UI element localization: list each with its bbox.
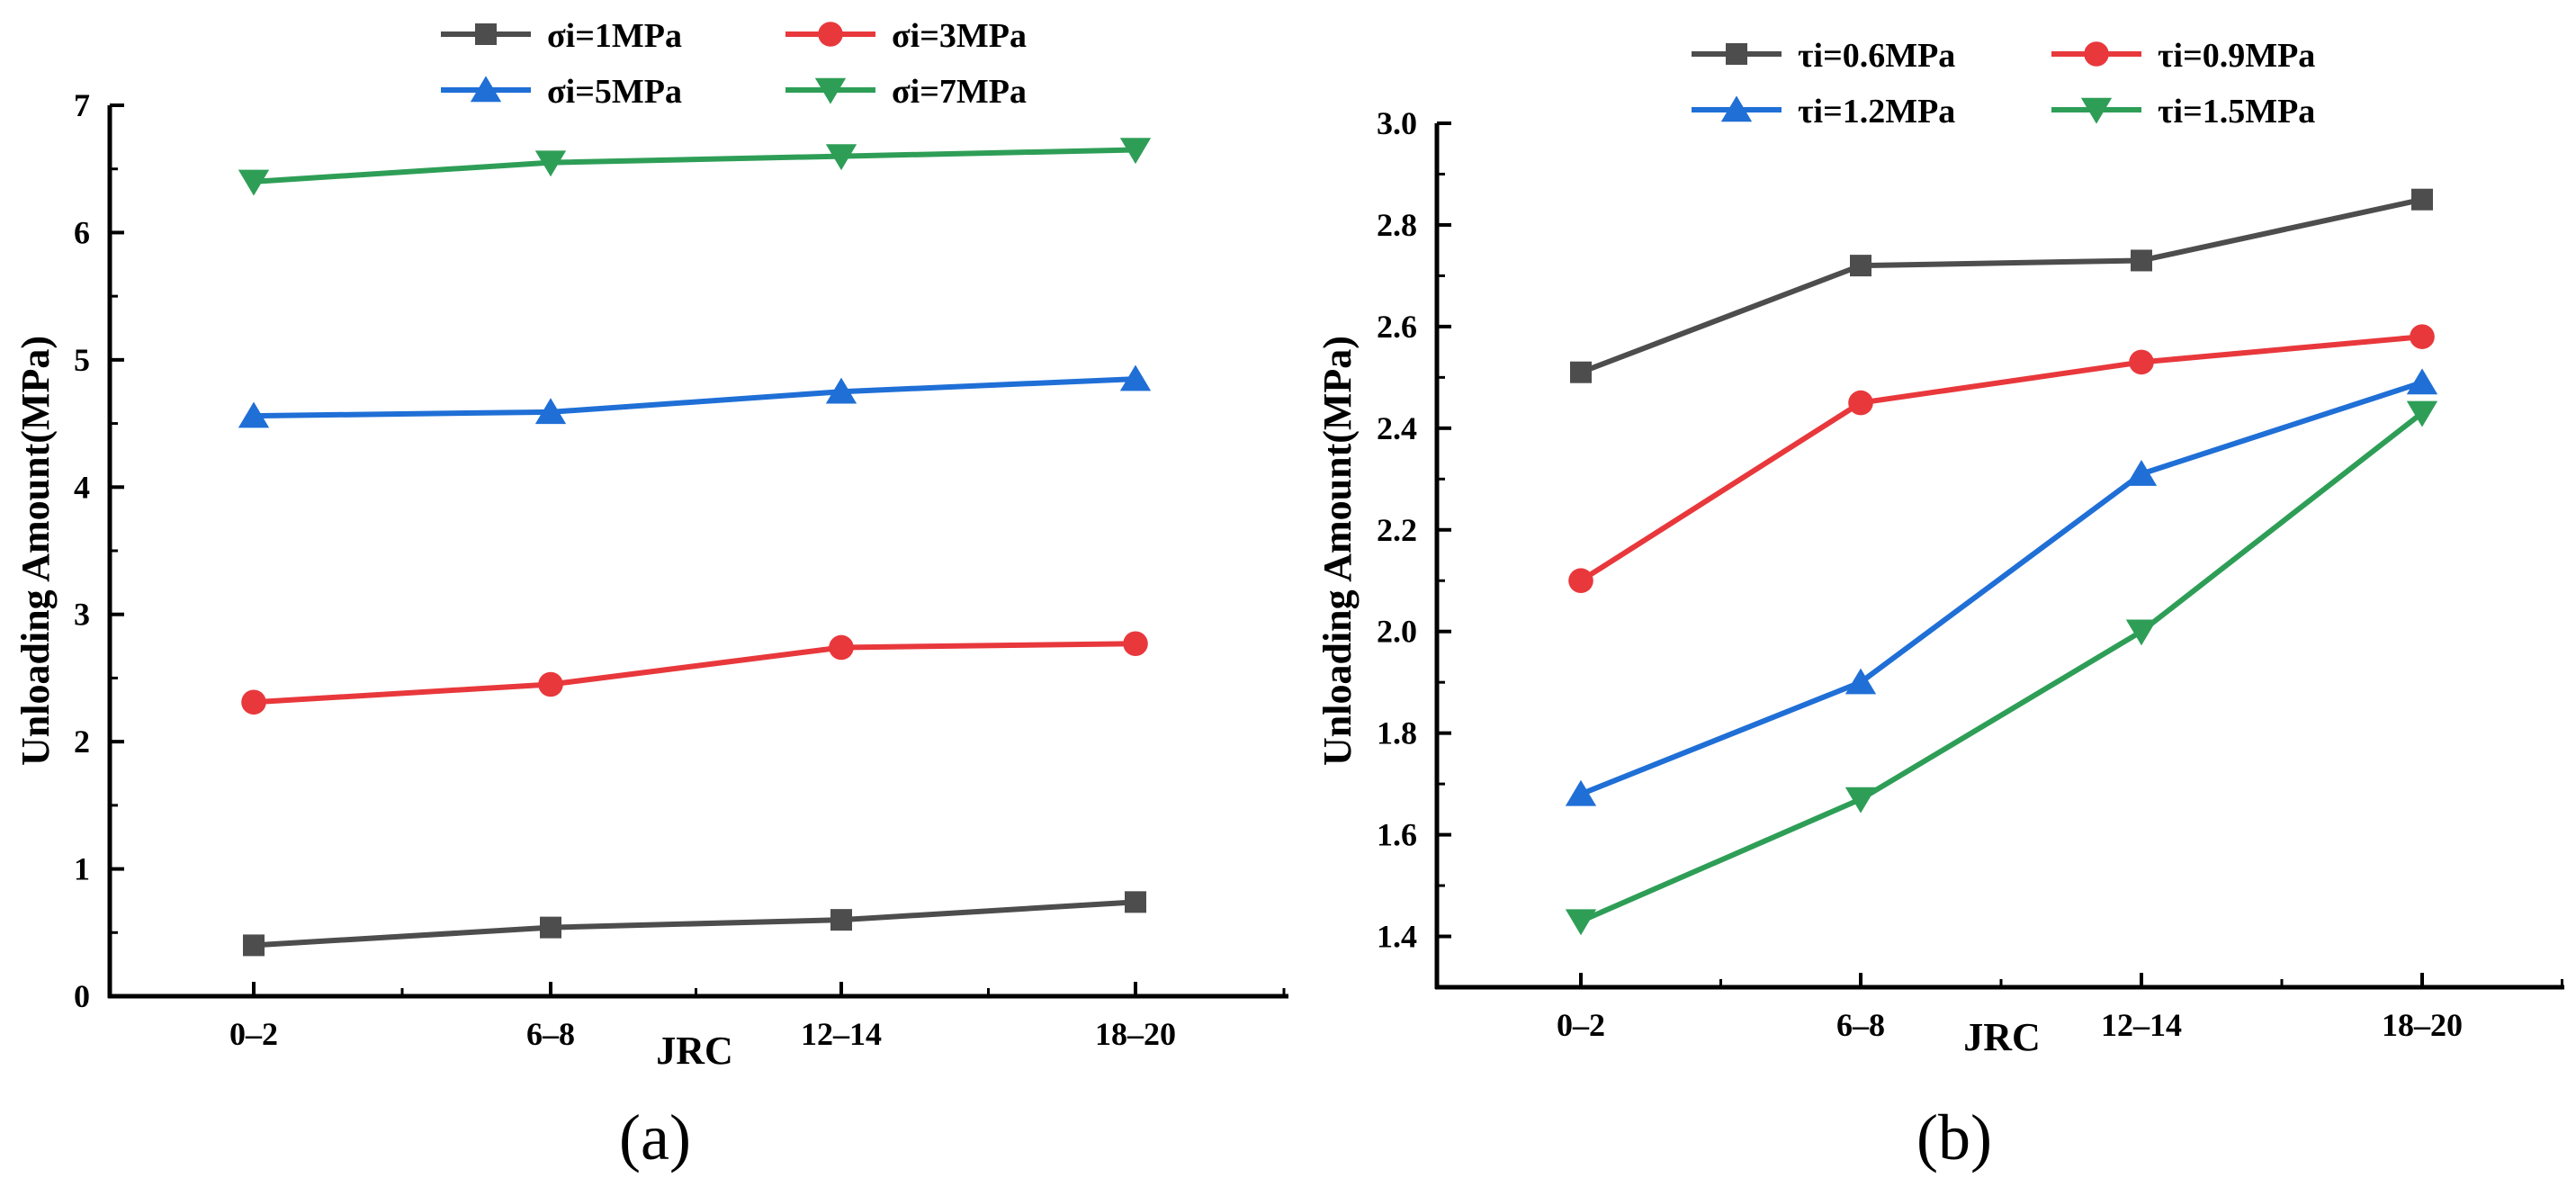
y-tick-label: 4 — [74, 469, 90, 505]
data-point — [540, 916, 561, 939]
legend-entry: τi=0.9MPa — [2158, 37, 2315, 75]
data-point — [534, 150, 567, 177]
legend-entry: σi=7MPa — [892, 73, 1027, 111]
legend-marker — [818, 22, 843, 47]
data-point — [829, 634, 854, 661]
y-tick-label: 6 — [74, 214, 90, 250]
y-tick-label: 2 — [74, 724, 90, 760]
data-point — [1570, 361, 1592, 383]
data-point — [2125, 619, 2158, 646]
legend-marker — [2080, 97, 2113, 124]
legend-entry: τi=1.5MPa — [2158, 93, 2315, 130]
y-tick-label: 5 — [74, 342, 90, 378]
data-point — [1119, 138, 1152, 165]
legend-entry: τi=1.2MPa — [1798, 93, 1955, 130]
series-line — [253, 376, 1136, 419]
y-tick-label: 2.6 — [1377, 309, 1417, 345]
series-line — [1579, 380, 2423, 797]
y-tick-label: 7 — [74, 87, 90, 123]
x-tick-label: 12–14 — [2101, 1007, 2182, 1043]
series-line — [253, 641, 1136, 706]
data-point — [830, 909, 852, 931]
series-line — [1579, 410, 2424, 924]
chart-panel-b: 1.4 1.6 1.8 2.0 2.2 2.4 2.6 2.8 3.0 0–2 6–8 12–14 18… — [1315, 37, 2564, 1174]
panel-label: (b) — [1916, 1102, 1992, 1174]
data-point — [238, 169, 270, 196]
data-point — [825, 144, 857, 171]
data-point — [2406, 368, 2438, 395]
data-point — [1123, 631, 1148, 657]
legend-entry: σi=1MPa — [547, 17, 682, 55]
data-point — [1565, 909, 1597, 936]
legend-marker — [1726, 43, 1747, 65]
series-line — [1579, 196, 2423, 375]
data-point — [1844, 787, 1877, 814]
data-point — [2406, 400, 2438, 427]
data-point — [1850, 255, 1871, 277]
data-point — [2131, 249, 2152, 272]
data-point — [1119, 364, 1152, 391]
y-axis-title: Unloading Amount(MPa) — [13, 336, 58, 766]
series-line — [253, 899, 1136, 949]
y-tick-label: 1 — [74, 851, 90, 887]
data-point — [534, 398, 567, 425]
data-point — [2129, 349, 2154, 375]
data-point — [2125, 460, 2158, 486]
legend-entry: τi=0.6MPa — [1798, 37, 1955, 75]
legend-entry: σi=3MPa — [892, 17, 1027, 55]
data-point — [1568, 568, 1593, 594]
data-point — [241, 689, 266, 715]
series-line — [253, 147, 1136, 184]
y-tick-label: 2.0 — [1377, 614, 1417, 650]
y-tick-label: 1.4 — [1377, 919, 1417, 955]
chart-panel-a: 0 1 2 3 4 5 6 7 0–2 6–8 12–14 18–20 JRC Unloading Amo… — [13, 17, 1288, 1174]
x-tick-label: 18–20 — [2382, 1007, 2463, 1043]
data-point — [825, 377, 857, 404]
y-axis-title: Unloading Amount(MPa) — [1315, 336, 1360, 766]
series-line — [1579, 334, 2423, 583]
data-point — [2411, 188, 2433, 211]
legend-marker — [1720, 95, 1753, 122]
legend-marker — [470, 76, 502, 103]
x-tick-label: 0–2 — [1557, 1007, 1605, 1043]
legend-marker — [475, 23, 497, 45]
data-point — [238, 401, 270, 428]
x-tick-label: 6–8 — [1836, 1007, 1885, 1043]
y-tick-label: 1.6 — [1377, 817, 1417, 853]
y-tick-label: 0 — [74, 978, 90, 1014]
x-tick-label: 18–20 — [1095, 1016, 1176, 1052]
data-point — [1844, 668, 1877, 695]
data-point — [1565, 779, 1597, 806]
y-tick-label: 3 — [74, 597, 90, 633]
x-axis-title: JRC — [656, 1029, 733, 1073]
legend-entry: σi=5MPa — [547, 73, 682, 111]
y-tick-label: 3.0 — [1377, 105, 1417, 141]
x-tick-label: 0–2 — [229, 1016, 278, 1052]
y-tick-label: 1.8 — [1377, 715, 1417, 751]
data-point — [538, 671, 563, 697]
y-tick-label: 2.4 — [1377, 410, 1417, 446]
legend-marker — [814, 77, 847, 104]
x-tick-label: 12–14 — [801, 1016, 882, 1052]
data-point — [1125, 891, 1146, 913]
data-point — [2410, 324, 2435, 349]
data-point — [1848, 390, 1873, 416]
legend-marker — [2084, 41, 2109, 67]
panel-label: (a) — [619, 1102, 691, 1174]
data-point — [243, 934, 265, 957]
y-tick-label: 2.2 — [1377, 512, 1417, 548]
y-tick-label: 2.8 — [1377, 207, 1417, 243]
x-tick-label: 6–8 — [526, 1016, 575, 1052]
x-axis-title: JRC — [1963, 1015, 2041, 1059]
